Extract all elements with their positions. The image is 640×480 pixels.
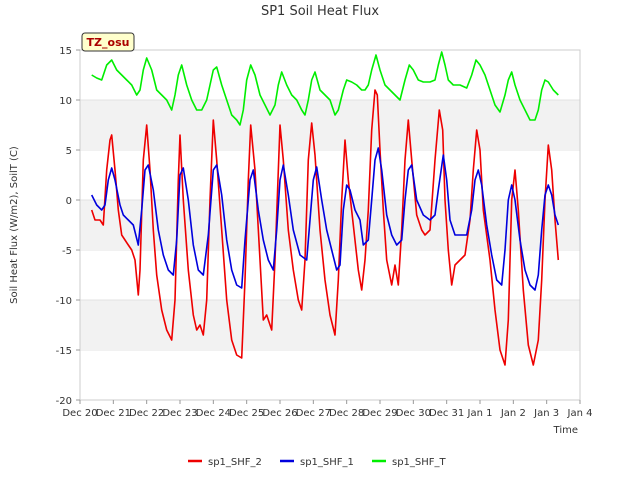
legend: sp1_SHF_2 sp1_SHF_1 sp1_SHF_T [188, 457, 447, 468]
legend-label: sp1_SHF_1 [300, 457, 354, 468]
x-tick-label: Dec 28 [329, 408, 364, 419]
legend-item-sp1_SHF_2: sp1_SHF_2 [188, 457, 262, 468]
x-tick-label: Dec 29 [362, 408, 397, 419]
y-tick-label: -20 [56, 396, 72, 407]
grid-band [80, 300, 580, 350]
series-line-sp1_SHF_T [91, 51, 559, 126]
x-tick-label: Jan 2 [500, 408, 526, 419]
series-line-sp1_SHF_1 [90, 147, 560, 291]
x-tick-label: Jan 1 [467, 408, 493, 419]
badge-label: TZ_osu [87, 36, 130, 49]
legend-label: sp1_SHF_2 [208, 457, 262, 468]
y-tick-label: -10 [56, 296, 72, 307]
legend-item-sp1_SHF_1: sp1_SHF_1 [280, 457, 354, 468]
badge: TZ_osu [81, 32, 135, 52]
chart-title: SP1 Soil Heat Flux [261, 4, 379, 19]
grid-band [80, 100, 580, 150]
x-tick-label: Dec 26 [262, 408, 297, 419]
y-tick-label: -5 [62, 246, 72, 257]
legend-item-sp1_SHF_T: sp1_SHF_T [372, 457, 447, 468]
y-axis-ticks: -20 -15 -10 -5 0 5 10 15 [56, 46, 80, 407]
x-tick-label: Dec 20 [62, 408, 97, 419]
x-tick-label: Dec 25 [229, 408, 264, 419]
y-tick-label: -15 [56, 346, 72, 357]
x-tick-label: Dec 31 [429, 408, 464, 419]
x-tick-label: Dec 24 [196, 408, 231, 419]
plot-frame [79, 49, 581, 401]
x-tick-label: Dec 23 [162, 408, 197, 419]
series-lines [90, 51, 560, 366]
badge-box [81, 32, 135, 52]
x-tick-label: Jan 4 [567, 408, 593, 419]
x-tick-label: Dec 27 [296, 408, 331, 419]
series-line-sp1_SHF_2 [90, 89, 560, 366]
y-tick-label: 5 [66, 146, 72, 157]
x-tick-label: Dec 30 [396, 408, 431, 419]
x-tick-label: Dec 21 [96, 408, 131, 419]
x-axis-label: Time [553, 425, 578, 436]
y-axis-label: Soil Heat Flux (W/m2), SoilT (C) [9, 146, 20, 304]
y-tick-label: 0 [66, 196, 72, 207]
y-tick-label: 10 [59, 96, 72, 107]
x-tick-label: Jan 3 [533, 408, 559, 419]
legend-label: sp1_SHF_T [392, 457, 447, 468]
x-tick-label: Dec 22 [129, 408, 164, 419]
y-tick-label: 15 [59, 46, 72, 57]
